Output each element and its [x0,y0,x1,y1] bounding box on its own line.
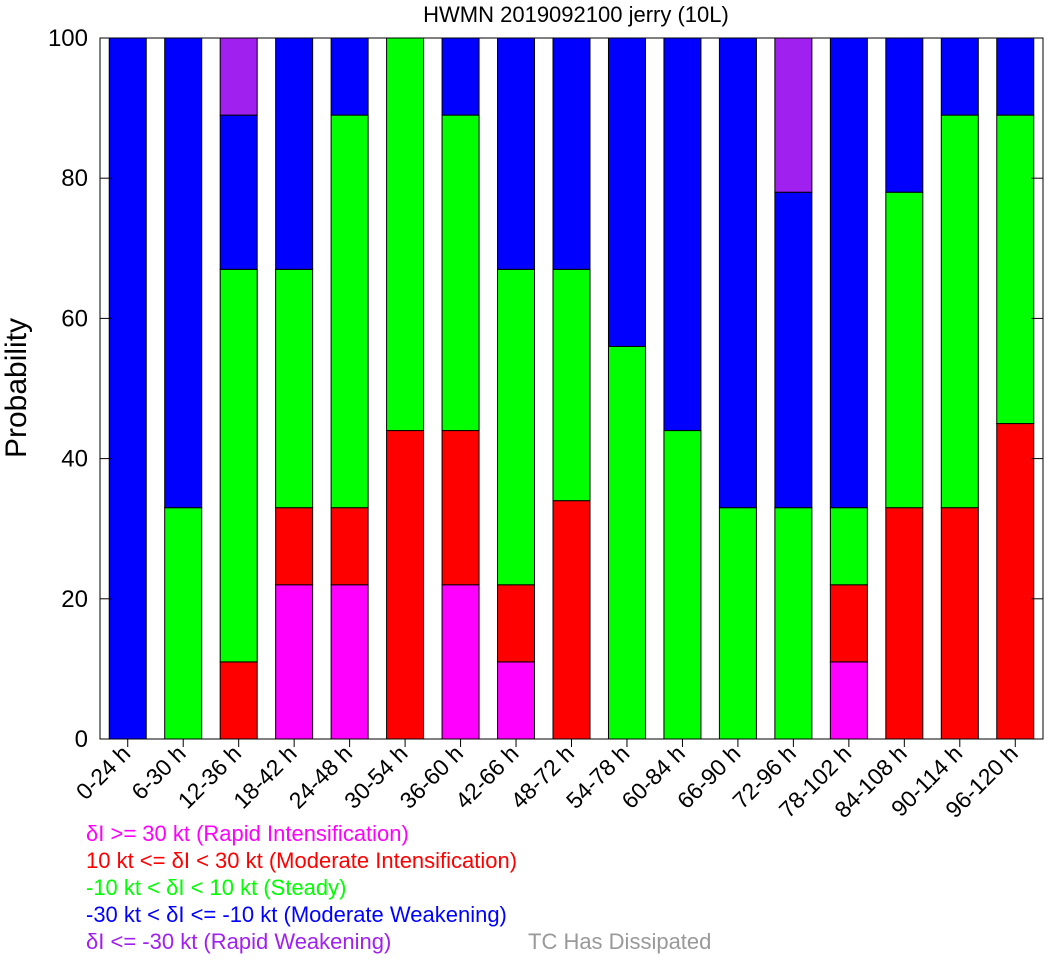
bar-segment-mw-11 [718,37,757,509]
bar-segment-mw-7 [497,37,536,270]
chart-title: HWMN 2019092100 jerry (10L) [423,2,729,27]
bar-segment-mw-15 [940,37,979,116]
bar-segment-st-10 [663,430,702,740]
bar-segment-st-3 [275,268,314,509]
bars-group [108,37,1035,740]
bar-segment-st-15 [940,114,979,509]
bar-segment-mw-6 [441,37,480,116]
bar-segment-ri-6 [441,584,480,740]
y-tick-label: 100 [48,25,88,52]
bar-segment-mi-7 [497,584,536,663]
bar-segment-st-13 [829,507,868,586]
bar-segment-mw-8 [552,37,591,270]
bar-segment-mi-16 [996,423,1035,740]
legend-entry-rw: δI <= -30 kt (Rapid Weakening) [86,929,391,954]
legend-entry-ri: δI >= 30 kt (Rapid Intensification) [86,821,409,846]
y-axis: 0 20 40 60 80 100 [48,25,1043,753]
bar-segment-rw-2 [219,37,258,116]
bar-segment-mw-9 [607,37,646,347]
legend: δI >= 30 kt (Rapid Intensification)10 kt… [86,821,711,954]
y-tick-label: 80 [61,165,88,192]
bar-segment-mi-5 [386,430,425,740]
bar-segment-mi-8 [552,500,591,740]
bar-segment-rw-12 [774,37,813,193]
y-tick-label: 20 [61,586,88,613]
bar-segment-st-9 [607,345,646,740]
bar-segment-ri-4 [330,584,369,740]
x-axis: 0-24 h6-30 h12-36 h18-42 h24-48 h30-54 h… [71,739,1023,823]
bar-segment-mi-15 [940,507,979,740]
legend-entry-dissipated: TC Has Dissipated [528,929,711,954]
legend-entry-st: -10 kt < δI < 10 kt (Steady) [86,875,346,900]
bar-segment-ri-13 [829,661,868,740]
bar-segment-mw-12 [774,191,813,509]
bar-segment-mi-4 [330,507,369,586]
bar-segment-mw-2 [219,114,258,270]
bar-segment-st-11 [718,507,757,740]
bar-segment-st-16 [996,114,1035,425]
bar-segment-mw-0 [108,37,147,740]
bar-segment-st-8 [552,268,591,502]
bar-segment-ri-3 [275,584,314,740]
bar-segment-st-6 [441,114,480,432]
bar-segment-mi-2 [219,661,258,740]
y-tick-label: 40 [61,446,88,473]
y-tick-label: 60 [61,305,88,332]
bar-segment-mw-4 [330,37,369,116]
bar-segment-st-12 [774,507,813,740]
bar-segment-mi-13 [829,584,868,663]
bar-segment-mi-6 [441,430,480,586]
bar-segment-ri-7 [497,661,536,740]
bar-segment-mw-1 [164,37,203,509]
legend-entry-mi: 10 kt <= δI < 30 kt (Moderate Intensific… [86,848,517,873]
bar-segment-mi-3 [275,507,314,586]
bar-segment-mw-10 [663,37,702,432]
bar-segment-mw-14 [885,37,924,193]
bar-segment-st-1 [164,507,203,740]
bar-segment-mw-3 [275,37,314,270]
y-tick-label: 0 [75,726,88,753]
bar-segment-mi-14 [885,507,924,740]
bar-segment-st-2 [219,268,258,663]
bar-segment-st-5 [386,37,425,432]
bar-segment-mw-13 [829,37,868,509]
bar-segment-mw-16 [996,37,1035,116]
legend-entry-mw: -30 kt < δI <= -10 kt (Moderate Weakenin… [86,902,507,927]
bar-segment-st-14 [885,191,924,509]
bar-segment-st-4 [330,114,369,509]
bar-segment-st-7 [497,268,536,586]
y-axis-label: Probability [0,318,33,458]
